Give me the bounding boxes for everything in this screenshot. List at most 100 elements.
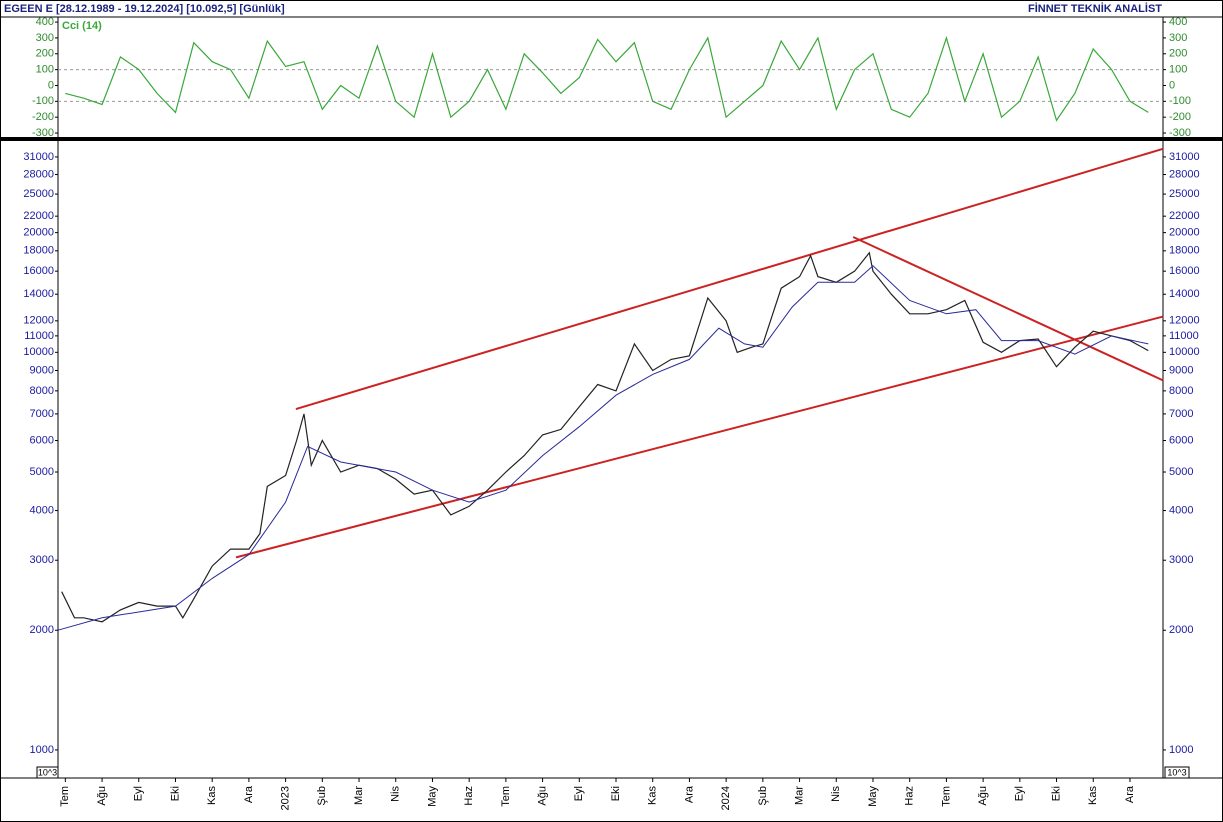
y-tick-label: 10000 xyxy=(1169,346,1200,358)
y-tick-label: 25000 xyxy=(1169,188,1200,200)
trendline xyxy=(852,236,1164,382)
x-tick-label: Tem xyxy=(59,786,71,807)
y-tick-label: 11000 xyxy=(1169,330,1199,342)
y-tick-label: -100 xyxy=(32,95,54,107)
y-tick-label: 28000 xyxy=(1169,168,1200,180)
y-tick-label: 7000 xyxy=(30,408,54,420)
x-tick-label: Eki xyxy=(169,786,181,801)
y-tick-label: 16000 xyxy=(23,265,54,277)
x-tick-label: Şub xyxy=(316,786,328,806)
brand: FİNNET TEKNİK ANALİST xyxy=(1028,2,1162,15)
x-tick-label: Nis xyxy=(390,786,402,802)
series-line xyxy=(57,265,1149,631)
y-tick-label: 400 xyxy=(36,16,54,28)
x-tick-label: Tem xyxy=(940,786,952,807)
y-tick-label: 28000 xyxy=(23,168,54,180)
y-tick-label: 18000 xyxy=(23,245,54,257)
y-tick-label: 18000 xyxy=(1169,245,1200,257)
x-tick-label: Eyl xyxy=(1014,786,1026,801)
x-tick-label: Ara xyxy=(683,785,695,803)
y-tick-label: 100 xyxy=(36,64,54,76)
y-tick-label: 4000 xyxy=(30,504,54,516)
y-tick-label: 400 xyxy=(1169,16,1187,28)
y-tick-label: 300 xyxy=(36,32,54,44)
y-tick-label: 0 xyxy=(48,79,54,91)
x-tick-label: Eki xyxy=(610,786,622,801)
trendline xyxy=(295,147,1164,411)
y-tick-label: 9000 xyxy=(1169,364,1193,376)
unit-box xyxy=(36,766,59,779)
x-tick-label: Mar xyxy=(793,786,805,805)
y-tick-label: 22000 xyxy=(23,210,54,222)
x-tick-label: Eki xyxy=(1050,786,1062,801)
y-tick-label: -300 xyxy=(1169,127,1191,139)
y-tick-label: 5000 xyxy=(1169,466,1193,478)
y-tick-label: 12000 xyxy=(1169,315,1200,327)
y-tick-label: 14000 xyxy=(1169,288,1200,300)
y-tick-label: 12000 xyxy=(23,315,54,327)
y-tick-label: 100 xyxy=(1169,64,1187,76)
y-tick-label: 200 xyxy=(36,48,54,60)
y-tick-label: 0 xyxy=(1169,79,1175,91)
x-tick-label: Ara xyxy=(1124,785,1136,803)
y-tick-label: 1000 xyxy=(1169,744,1193,756)
x-tick-label: May xyxy=(426,786,438,807)
x-tick-label: Tem xyxy=(500,786,512,807)
y-tick-label: 31000 xyxy=(1169,151,1200,163)
y-tick-label: 9000 xyxy=(30,364,54,376)
x-tick-label: Eyl xyxy=(573,786,585,801)
x-tick-label: 2024 xyxy=(720,786,732,810)
x-tick-label: Ağu xyxy=(977,786,989,806)
chart-title: EGEEN E [28.12.1989 - 19.12.2024] [10.09… xyxy=(4,3,285,15)
x-tick-label: Mar xyxy=(353,786,365,805)
y-tick-label: 6000 xyxy=(30,434,54,446)
y-tick-label: 4000 xyxy=(1169,504,1193,516)
x-tick-label: Ara xyxy=(243,785,255,803)
y-tick-label: 300 xyxy=(1169,32,1187,44)
y-tick-label: 31000 xyxy=(23,151,54,163)
y-tick-label: 3000 xyxy=(30,554,54,566)
y-tick-label: 14000 xyxy=(23,288,54,300)
x-tick-label: Nis xyxy=(830,786,842,802)
x-tick-label: Şub xyxy=(757,786,769,806)
x-tick-label: Ağu xyxy=(96,786,108,806)
y-tick-label: -200 xyxy=(1169,111,1191,123)
x-tick-label: Kas xyxy=(647,786,659,805)
y-tick-label: 8000 xyxy=(1169,385,1193,397)
panel-separator xyxy=(0,137,1223,141)
unit-box xyxy=(1164,766,1190,779)
unit-label: 10^3 xyxy=(38,767,57,777)
x-tick-label: Kas xyxy=(1087,786,1099,805)
x-tick-label: Kas xyxy=(206,786,218,805)
x-tick-label: Eyl xyxy=(133,786,145,801)
y-tick-label: 16000 xyxy=(1169,265,1200,277)
y-tick-label: 20000 xyxy=(23,227,54,239)
y-tick-label: 22000 xyxy=(1169,210,1200,222)
y-tick-label: 5000 xyxy=(30,466,54,478)
y-tick-label: 2000 xyxy=(1169,624,1193,636)
x-tick-label: Ağu xyxy=(536,786,548,806)
trendline xyxy=(235,315,1164,559)
legend-label: Cci (14) xyxy=(62,20,102,32)
y-tick-label: 11000 xyxy=(24,330,54,342)
series-line xyxy=(61,251,1149,623)
unit-label: 10^3 xyxy=(1167,767,1186,777)
y-tick-label: -300 xyxy=(32,127,54,139)
y-tick-label: 3000 xyxy=(1169,554,1193,566)
y-tick-label: 10000 xyxy=(23,346,54,358)
x-tick-label: Haz xyxy=(463,786,475,806)
x-tick-label: 2023 xyxy=(280,786,292,810)
y-tick-label: 20000 xyxy=(1169,227,1200,239)
y-tick-label: 8000 xyxy=(30,385,54,397)
series-line xyxy=(65,35,1149,122)
x-tick-label: May xyxy=(867,786,879,807)
y-tick-label: 6000 xyxy=(1169,434,1193,446)
x-tick-label: Haz xyxy=(904,786,916,806)
y-tick-label: -200 xyxy=(32,111,54,123)
y-tick-label: 7000 xyxy=(1169,408,1193,420)
y-tick-label: -100 xyxy=(1169,95,1191,107)
y-tick-label: 2000 xyxy=(30,624,54,636)
y-tick-label: 200 xyxy=(1169,48,1187,60)
